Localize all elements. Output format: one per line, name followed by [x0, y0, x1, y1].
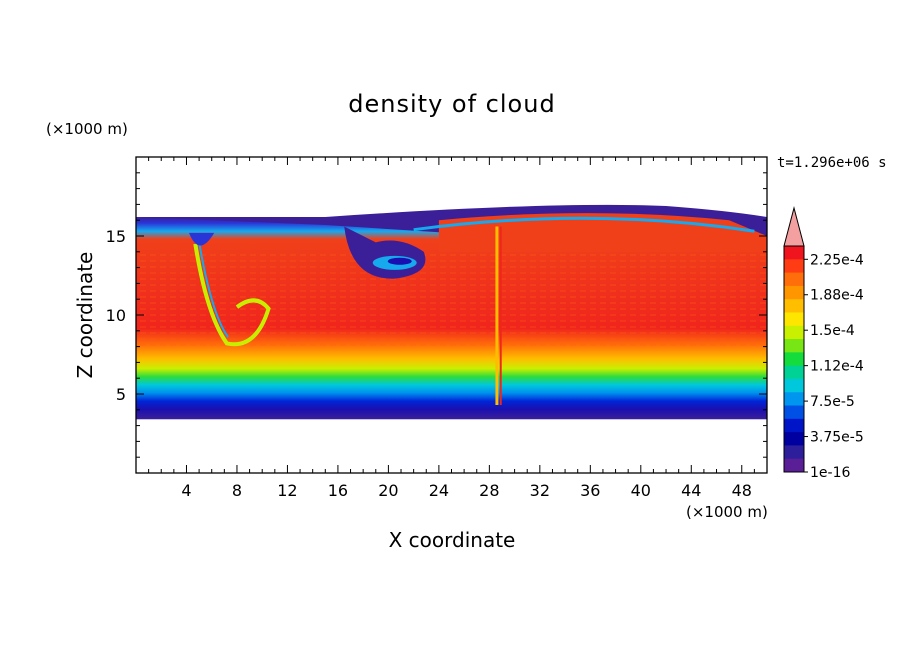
- central-vortex-eye: [387, 257, 412, 265]
- x-axis-label: X coordinate: [389, 528, 516, 552]
- x-tick-label: 12: [277, 481, 297, 500]
- x-tick-label: 36: [580, 481, 600, 500]
- x-tick-label: 32: [530, 481, 550, 500]
- colorbar-frame: [783, 245, 805, 473]
- colorbar-swatch: [784, 378, 804, 393]
- left-vortex-edge: [198, 242, 229, 338]
- left-notch: [189, 232, 215, 246]
- colorbar-swatch: [784, 405, 804, 420]
- colorbar-swatch: [784, 365, 804, 380]
- x-tick-label: 28: [479, 481, 499, 500]
- colorbar-over-arrow: [783, 206, 805, 247]
- colorbar-label: 1.5e-4: [810, 323, 855, 339]
- y-tick-label: 10: [106, 306, 126, 325]
- colorbar-swatch: [784, 325, 804, 340]
- colorbar-swatch: [784, 312, 804, 327]
- x-tick-label: 20: [378, 481, 398, 500]
- z-unit-label: (×1000 m): [46, 120, 128, 138]
- colorbar-swatch: [784, 392, 804, 407]
- x-tick-label: 8: [232, 481, 242, 500]
- chart-title: density of cloud: [348, 90, 555, 118]
- colorbar-label: 7.5e-5: [810, 394, 855, 410]
- x-tick-label: 24: [429, 481, 449, 500]
- cloud-top-edge: [413, 216, 755, 233]
- x-tick-label: 4: [181, 481, 191, 500]
- left-vortex: [193, 243, 271, 347]
- colorbar-swatch: [784, 259, 804, 274]
- colorbar: 2.25e-4 1.88e-4 1.5e-4 1.12e-4 7.5e-5 3.75e-5…: [783, 206, 864, 481]
- colorbar-swatch: [784, 418, 804, 433]
- colorbar-label: 1e-16: [810, 465, 850, 481]
- y-tick-label: 5: [116, 385, 126, 404]
- y-tick-label: 15: [106, 227, 126, 246]
- x-tick-label: 48: [732, 481, 752, 500]
- colorbar-swatch: [784, 246, 804, 260]
- colorbar-label: 3.75e-5: [810, 430, 864, 446]
- colorbar-label: 1.88e-4: [810, 288, 864, 304]
- x-tick-label: 40: [631, 481, 651, 500]
- x-tick-label: 16: [328, 481, 348, 500]
- colorbar-label: 1.12e-4: [810, 359, 864, 375]
- colorbar-swatch: [784, 458, 804, 473]
- x-axis-ticks: 4 8 12 16 20 24 28 32 36 40 44 48: [148, 157, 755, 500]
- time-label: t=1.296e+06 s: [777, 155, 887, 171]
- colorbar-swatch: [784, 339, 804, 353]
- x-unit-label: (×1000 m): [686, 503, 768, 521]
- colorbar-swatch: [784, 352, 804, 367]
- cloud-density-field: [136, 204, 767, 420]
- colorbar-swatch: [784, 432, 804, 446]
- y-axis-label: Z coordinate: [73, 252, 97, 379]
- x-tick-label: 44: [681, 481, 701, 500]
- colorbar-label: 2.25e-4: [810, 252, 864, 268]
- colorbar-swatch: [784, 445, 804, 460]
- core-texture: [136, 251, 767, 347]
- colorbar-swatch: [784, 299, 804, 313]
- y-axis-ticks: 5 10 15: [106, 172, 767, 458]
- colorbar-swatch: [784, 272, 804, 287]
- colorbar-swatch: [784, 285, 804, 300]
